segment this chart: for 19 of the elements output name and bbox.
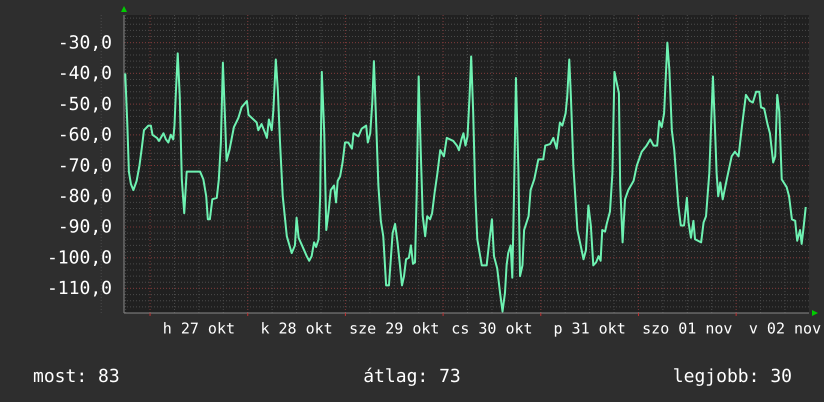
text: legjobb: 30 bbox=[672, 366, 792, 387]
x-tick-label: k 28 okt bbox=[260, 320, 333, 338]
text: most: 83 bbox=[33, 366, 120, 387]
y-tick-label: -40,0 bbox=[58, 63, 112, 84]
y-tick-label: -30,0 bbox=[58, 32, 112, 54]
y-tick-label: -70,0 bbox=[58, 155, 112, 176]
x-tick-label: sze 29 okt bbox=[349, 320, 440, 338]
text: átlag: 73 bbox=[363, 366, 461, 387]
x-tick-label: h 27 okt bbox=[162, 320, 236, 338]
y-tick-label: -50,0 bbox=[58, 94, 112, 115]
x-tick-label: v 02 nov bbox=[748, 320, 822, 338]
x-tick-label: szo 01 nov bbox=[642, 320, 732, 338]
y-tick-label: -60,0 bbox=[58, 124, 112, 146]
y-tick-label: -100,0 bbox=[46, 247, 112, 268]
x-tick-label: p 31 okt bbox=[553, 320, 626, 338]
x-tick-label: cs 30 okt bbox=[451, 320, 533, 338]
y-tick-label: -90,0 bbox=[58, 216, 112, 238]
y-tick-label: -110,0 bbox=[46, 278, 112, 300]
y-tick-label: -80,0 bbox=[58, 186, 112, 208]
